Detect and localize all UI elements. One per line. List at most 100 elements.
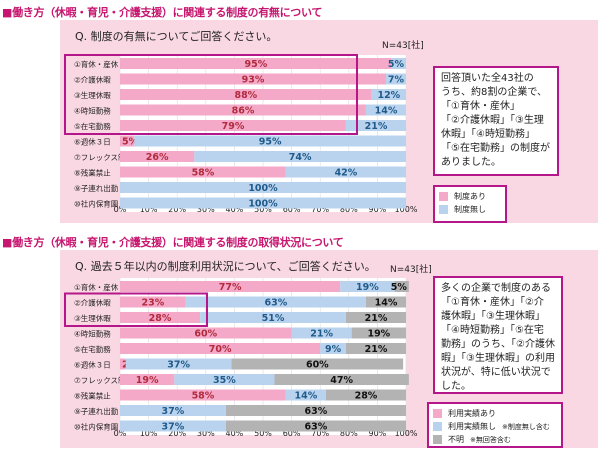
legend-swatch: [439, 192, 448, 201]
category-label: ⑥週休３日: [74, 137, 111, 147]
bar-segment: [365, 104, 406, 116]
note-line: ありました。: [441, 157, 501, 168]
data-label: 12%: [377, 90, 400, 101]
highlight-frame: [64, 292, 208, 327]
note-line: 状況が、特に低い状況で: [441, 367, 551, 378]
data-label: 60%: [306, 360, 329, 371]
section2-legend: 利用実績あり 利用実績無し ※制度無し含む 不明 ※無回答含む: [427, 402, 563, 448]
section1-title: ■働き方（休暇・育児・介護支援）に関連する制度の有無について: [2, 6, 323, 19]
category-label: ②介護休暇: [74, 75, 111, 85]
category-label: ⑧残業禁止: [74, 391, 111, 401]
category-label: ③生理休暇: [74, 90, 111, 100]
bar-segment: [231, 358, 404, 370]
x-tick-label: 50%: [254, 205, 272, 214]
legend-swatch: [439, 205, 448, 214]
x-tick-label: 70%: [311, 429, 329, 438]
data-label: 93%: [242, 75, 265, 86]
note-line: 「①育休・産休」「②介: [441, 297, 544, 308]
data-label: 5%: [391, 282, 408, 293]
bar-segment: [320, 343, 346, 354]
data-label: 100%: [248, 183, 278, 194]
category-label: ④時短勤務: [74, 106, 111, 116]
bar-segment: [120, 197, 406, 209]
section1-legend: 制度あり 制度無し: [433, 185, 507, 223]
x-tick-label: 90%: [369, 429, 387, 438]
bar-segment: [365, 296, 406, 308]
data-label: 7%: [388, 75, 405, 86]
note-line: うち、約8割の企業で、: [441, 87, 547, 98]
x-tick-label: 0%: [114, 205, 127, 214]
x-tick-label: 30%: [197, 205, 215, 214]
bar-segment: [120, 104, 366, 116]
data-label: 77%: [219, 282, 242, 293]
bar-segment: [291, 327, 352, 339]
note-line: 「④時短勤務」「⑤在宅: [441, 325, 544, 336]
x-tick-label: 40%: [226, 205, 244, 214]
bar-segment: [351, 327, 406, 339]
bar-segment: [134, 135, 407, 147]
data-label: 19%: [136, 375, 159, 386]
bar-segment: [120, 358, 126, 370]
data-label: 74%: [289, 152, 312, 163]
data-label: 14%: [375, 106, 398, 117]
x-tick-label: 20%: [168, 205, 186, 214]
legend-label: 制度無し: [454, 205, 486, 214]
x-tick-label: 80%: [340, 205, 358, 214]
legend-label: 利用実績あり: [448, 409, 496, 418]
category-label: ⑤在宅勤務: [74, 344, 111, 354]
bar-segment: [120, 166, 286, 178]
bar-segment: [345, 312, 406, 323]
bar-segment: [120, 374, 175, 385]
x-tick-label: 0%: [114, 429, 127, 438]
bar-segment: [120, 296, 186, 308]
data-label: 88%: [234, 90, 257, 101]
data-label: 95%: [259, 137, 282, 148]
data-label: 21%: [365, 313, 388, 324]
legend-item: 制度無し: [439, 203, 501, 216]
data-label: 21%: [365, 121, 388, 132]
note-line: 「②介護休暇」「③生理: [441, 115, 544, 126]
note-line: した。: [441, 381, 471, 392]
data-label: 63%: [305, 406, 328, 417]
data-label: 42%: [335, 168, 358, 179]
bar-segment: [394, 281, 409, 292]
data-label: 23%: [142, 298, 165, 309]
data-label: 19%: [367, 329, 390, 340]
bar-segment: [120, 420, 226, 432]
category-label: ⑥週休３日: [74, 360, 111, 370]
category-label: ⑦フレックス制: [74, 375, 126, 385]
data-label: 37%: [167, 360, 190, 371]
bar-segment: [125, 358, 232, 370]
data-label: 47%: [330, 375, 353, 386]
data-label: 86%: [232, 106, 255, 117]
category-label: ⑩社内保育園: [74, 199, 118, 209]
data-label: 51%: [262, 313, 285, 324]
x-tick-label: 100%: [395, 429, 418, 438]
section2-note: 多くの企業で制度のある 「①育休・産休」「②介 護休暇」「③生理休暇」 「④時短…: [433, 276, 563, 394]
bar-segment: [120, 58, 392, 69]
data-label: 14%: [295, 391, 318, 402]
data-label: 28%: [355, 391, 378, 402]
x-tick-label: 60%: [283, 429, 301, 438]
bar-segment: [120, 151, 195, 162]
bar-segment: [120, 327, 292, 339]
bar-segment: [120, 89, 372, 100]
x-tick-label: 60%: [283, 205, 301, 214]
note-line: 護休暇」「③生理休暇」: [441, 311, 545, 322]
bar-segment: [285, 389, 326, 401]
x-tick-label: 50%: [254, 429, 272, 438]
bar-segment: [120, 73, 386, 85]
legend-item: 不明 ※無回答含む: [433, 433, 557, 446]
data-label: 21%: [310, 329, 333, 340]
bar-segment: [120, 281, 341, 292]
data-label: 28%: [149, 313, 172, 324]
data-label: 70%: [209, 344, 232, 355]
x-tick-label: 100%: [395, 205, 418, 214]
data-label: 58%: [192, 391, 215, 402]
category-label: ⑨子連れ出勤: [74, 406, 119, 416]
legend-label: 利用実績無し: [448, 422, 496, 431]
data-label: 37%: [162, 406, 185, 417]
bar-segment: [120, 135, 135, 147]
bar-segment: [120, 405, 226, 416]
